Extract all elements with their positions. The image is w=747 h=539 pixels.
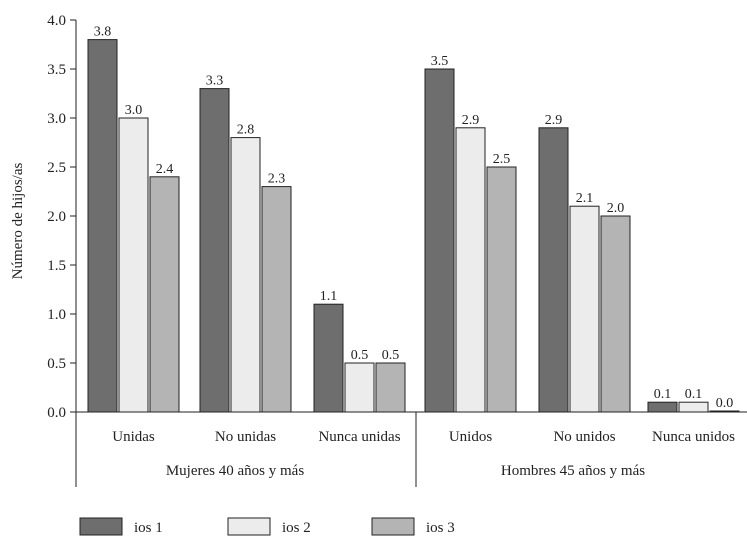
y-tick-label: 0.0 bbox=[47, 405, 66, 421]
legend-label: ios 3 bbox=[426, 520, 455, 536]
data-label: 2.3 bbox=[268, 172, 286, 187]
bar bbox=[709, 410, 740, 413]
bar bbox=[87, 39, 118, 413]
legend-swatch bbox=[371, 517, 415, 536]
category-label: No unidas bbox=[215, 429, 276, 445]
category-label: Nunca unidas bbox=[318, 429, 400, 445]
bar bbox=[375, 362, 406, 413]
y-tick-label: 1.5 bbox=[47, 258, 66, 274]
category-label: Unidas bbox=[112, 429, 155, 445]
bar bbox=[118, 117, 149, 413]
bars bbox=[87, 39, 740, 413]
category-label: Nunca unidos bbox=[652, 429, 735, 445]
data-label: 0.5 bbox=[382, 348, 400, 363]
y-tick-label: 2.5 bbox=[47, 160, 66, 176]
data-label: 0.0 bbox=[716, 396, 734, 411]
bar bbox=[569, 205, 600, 413]
y-tick-label: 1.0 bbox=[47, 307, 66, 323]
data-label: 3.5 bbox=[431, 54, 449, 69]
bar bbox=[486, 166, 517, 413]
data-label: 2.4 bbox=[156, 162, 174, 177]
group-label: Mujeres 40 años y más bbox=[166, 463, 304, 479]
bar bbox=[313, 303, 344, 413]
data-label: 2.5 bbox=[493, 152, 511, 167]
data-label: 1.1 bbox=[320, 289, 338, 304]
data-label: 2.9 bbox=[545, 113, 563, 128]
bar bbox=[647, 401, 678, 413]
legend-swatch bbox=[79, 517, 123, 536]
y-tick-label: 2.0 bbox=[47, 209, 66, 225]
data-labels: 3.8 3.0 2.4 3.3 2.8 2.3 1.1 0.5 0.5 3.5 2.9 2.5 2.9 2… bbox=[94, 25, 734, 411]
legend-label: ios 2 bbox=[282, 520, 311, 536]
data-label: 0.5 bbox=[351, 348, 369, 363]
y-axis-title: Número de hijos/as bbox=[10, 163, 26, 280]
category-label: No unidos bbox=[553, 429, 615, 445]
bar bbox=[344, 362, 375, 413]
data-label: 2.9 bbox=[462, 113, 480, 128]
legend: ios 1 ios 2 ios 3 bbox=[79, 517, 455, 536]
bar bbox=[455, 127, 486, 413]
data-label: 3.8 bbox=[94, 25, 112, 40]
y-tick-label: 4.0 bbox=[47, 13, 66, 29]
legend-label: ios 1 bbox=[134, 520, 163, 536]
data-label: 2.1 bbox=[576, 191, 594, 206]
data-label: 2.0 bbox=[607, 201, 625, 216]
bar bbox=[261, 186, 292, 413]
axes: 0.0 0.5 1.0 1.5 2.0 2.5 3.0 3.5 4.0 Unidas No unid… bbox=[47, 13, 747, 487]
bar bbox=[149, 176, 180, 413]
data-label: 2.8 bbox=[237, 123, 255, 138]
y-tick-label: 0.5 bbox=[47, 356, 66, 372]
data-label: 0.1 bbox=[654, 387, 672, 402]
legend-swatch bbox=[227, 517, 271, 536]
bar bbox=[678, 401, 709, 413]
y-tick-label: 3.0 bbox=[47, 111, 66, 127]
category-label: Unidos bbox=[449, 429, 493, 445]
bar bbox=[230, 137, 261, 413]
y-tick-label: 3.5 bbox=[47, 62, 66, 78]
data-label: 3.3 bbox=[206, 74, 224, 89]
bar bbox=[199, 88, 230, 413]
data-label: 0.1 bbox=[685, 387, 703, 402]
bar bbox=[600, 215, 631, 413]
bar bbox=[538, 127, 569, 413]
data-label: 3.0 bbox=[125, 103, 143, 118]
group-label: Hombres 45 años y más bbox=[501, 463, 645, 479]
bar bbox=[424, 68, 455, 413]
